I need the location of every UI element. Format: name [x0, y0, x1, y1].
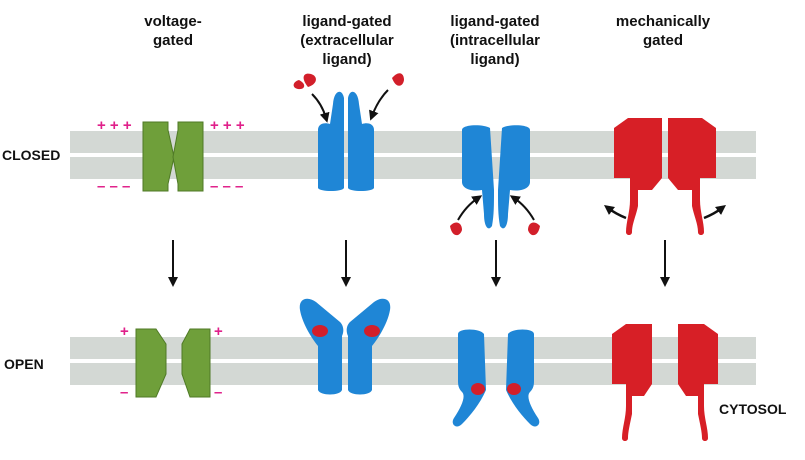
arrow-membrane-stretch-left: [603, 205, 627, 220]
charge-plus-open-left: +: [120, 323, 129, 340]
arrow-ligand-approach-right: [369, 89, 389, 121]
charge-minus-open-left: –: [120, 384, 128, 401]
ligand-drop-extra-left: [293, 73, 316, 90]
charge-minus-open-right: –: [214, 384, 222, 401]
ligand-extra-channel-closed: [318, 91, 374, 191]
bound-ligand-extra-left: [312, 325, 328, 337]
charge-plus-closed-right: + + +: [210, 117, 245, 134]
charge-minus-closed-right: – – –: [210, 178, 243, 195]
arrow-ligand-approach-intra-left: [457, 195, 483, 221]
open-state-label: OPEN: [4, 356, 44, 372]
column-title-ligand-gated-intracellular: ligand-gated (intracellular ligand): [449, 13, 541, 68]
ligand-drop-extra-right: [392, 73, 404, 86]
bound-ligand-intra-left: [471, 383, 485, 395]
ligand-drop-intra-right: [528, 222, 540, 236]
voltage-channel-open: [135, 328, 211, 398]
closed-state-label: CLOSED: [2, 147, 61, 163]
column-title-ligand-gated-extracellular: ligand-gated (extracellular ligand): [300, 13, 394, 68]
column-title-mechanically-gated: mechanically gated: [615, 13, 711, 49]
bound-ligand-intra-right: [507, 383, 521, 395]
column-title-voltage-gated: voltage- gated: [144, 13, 202, 49]
membrane-closed: [70, 131, 756, 179]
charge-plus-open-right: +: [214, 323, 223, 340]
charge-plus-closed-left: + + +: [97, 117, 132, 134]
arrow-ligand-approach-left: [311, 93, 330, 123]
ligand-intra-channel-closed: [462, 125, 530, 229]
arrow-membrane-stretch-right: [703, 205, 727, 220]
charge-minus-closed-left: – – –: [97, 178, 130, 195]
ligand-intra-channel-open: [452, 329, 540, 427]
mechanical-channel-open: [612, 324, 718, 441]
cytosol-label: CYTOSOL: [719, 401, 787, 417]
mechanical-channel-closed: [614, 118, 716, 235]
bound-ligand-extra-right: [364, 325, 380, 337]
voltage-channel-closed: [142, 121, 204, 192]
ligand-drop-intra-left: [450, 222, 462, 236]
membrane-open: [70, 337, 756, 385]
arrow-ligand-approach-intra-right: [509, 195, 535, 221]
ligand-extra-channel-open: [299, 298, 391, 395]
